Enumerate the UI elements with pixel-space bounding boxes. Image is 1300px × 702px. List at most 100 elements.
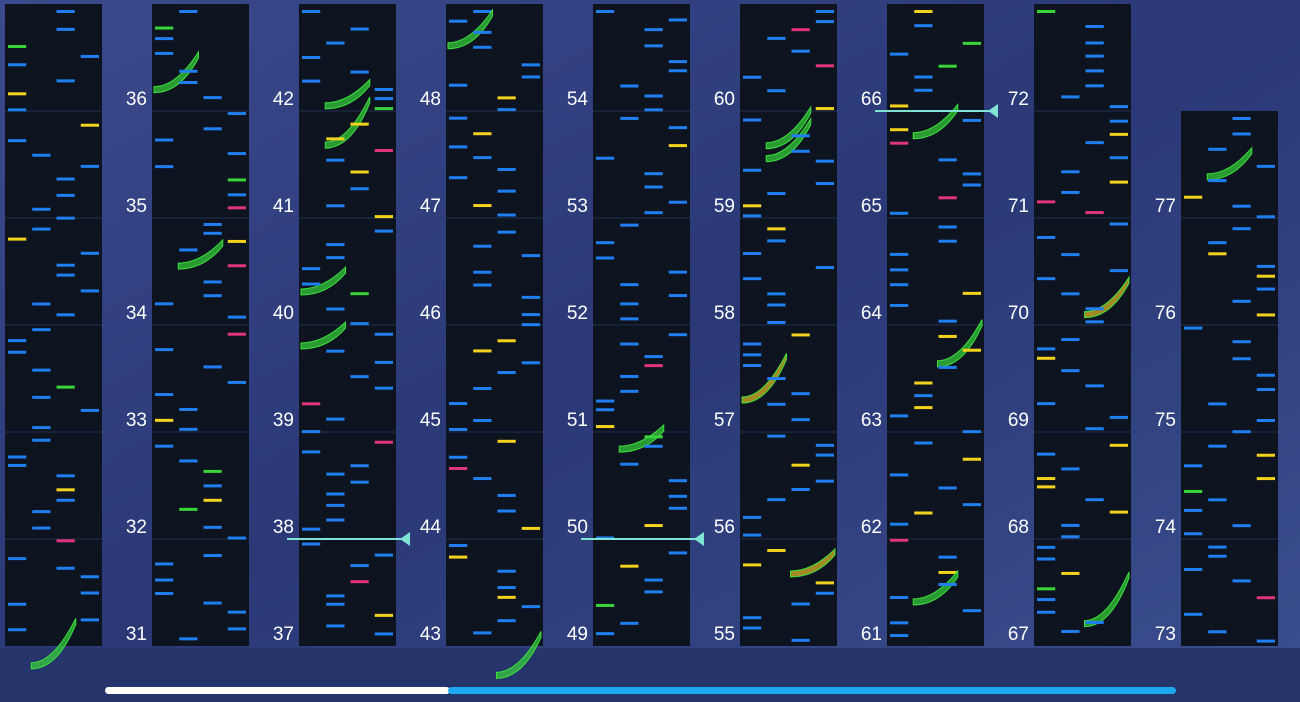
note xyxy=(32,328,51,332)
note xyxy=(890,252,909,256)
note xyxy=(326,307,345,311)
note xyxy=(1085,54,1104,58)
note xyxy=(620,223,639,227)
note xyxy=(227,239,246,243)
slide-note xyxy=(300,320,346,350)
note xyxy=(1085,427,1104,431)
slide-note xyxy=(912,569,959,606)
note xyxy=(80,54,99,58)
note xyxy=(596,10,615,13)
note xyxy=(644,185,663,189)
note xyxy=(1184,567,1203,571)
note xyxy=(203,554,222,558)
note xyxy=(962,457,981,461)
note xyxy=(155,302,174,306)
note xyxy=(1061,190,1080,194)
measure-number: 51 xyxy=(567,410,588,431)
note xyxy=(203,469,222,473)
note xyxy=(8,463,27,467)
note xyxy=(791,28,810,32)
note xyxy=(890,128,909,132)
note xyxy=(1061,535,1080,539)
note xyxy=(914,381,933,385)
note xyxy=(155,138,174,142)
note xyxy=(1232,132,1251,136)
note xyxy=(1208,554,1227,558)
note xyxy=(155,51,174,55)
note xyxy=(1109,443,1128,447)
note xyxy=(155,562,174,566)
note xyxy=(155,592,174,596)
note xyxy=(815,107,834,111)
note xyxy=(668,551,687,555)
note xyxy=(374,613,393,617)
note xyxy=(449,543,468,547)
note xyxy=(914,10,933,13)
note xyxy=(8,108,27,112)
note xyxy=(743,364,762,368)
slide-note xyxy=(153,50,199,94)
note xyxy=(56,10,75,13)
note xyxy=(1037,610,1056,614)
note xyxy=(914,394,933,398)
note xyxy=(155,393,174,397)
note xyxy=(155,444,174,448)
note xyxy=(620,302,639,306)
note xyxy=(8,63,27,67)
note xyxy=(227,178,246,182)
note xyxy=(155,578,174,582)
note xyxy=(620,621,639,625)
note xyxy=(302,55,321,59)
note xyxy=(890,621,909,625)
note xyxy=(815,453,834,457)
note xyxy=(791,488,810,492)
measure-number: 75 xyxy=(1155,410,1176,431)
note xyxy=(449,145,468,149)
note xyxy=(56,263,75,267)
note xyxy=(227,610,246,614)
note xyxy=(8,602,27,606)
note xyxy=(350,170,369,174)
note xyxy=(521,295,540,299)
note xyxy=(449,83,468,87)
note xyxy=(8,350,27,354)
note xyxy=(743,533,762,537)
note xyxy=(449,19,468,23)
note xyxy=(497,569,516,573)
note xyxy=(1232,227,1251,231)
slide-note xyxy=(447,8,493,50)
note xyxy=(80,591,99,595)
note xyxy=(32,227,51,231)
note xyxy=(497,619,516,623)
note xyxy=(302,282,321,286)
note xyxy=(326,602,345,606)
note xyxy=(767,548,786,552)
note xyxy=(473,631,492,635)
note xyxy=(1256,287,1275,291)
note xyxy=(767,192,786,196)
note xyxy=(1061,338,1080,342)
note xyxy=(1184,612,1203,616)
note xyxy=(743,252,762,256)
measure-number: 41 xyxy=(273,196,294,217)
measure-number: 34 xyxy=(126,303,148,324)
note xyxy=(1085,498,1104,502)
note xyxy=(497,96,516,100)
progress-remaining xyxy=(448,687,1176,694)
note xyxy=(620,564,639,568)
note xyxy=(203,231,222,235)
note xyxy=(56,79,75,83)
measure-number: 59 xyxy=(714,196,735,217)
measure-number: 71 xyxy=(1008,196,1029,217)
note xyxy=(815,479,834,483)
note xyxy=(743,118,762,122)
note xyxy=(302,402,321,406)
slide-note xyxy=(496,631,542,679)
note xyxy=(56,177,75,181)
note xyxy=(1061,629,1080,633)
measure-number: 73 xyxy=(1155,624,1176,645)
note xyxy=(767,239,786,243)
note xyxy=(350,375,369,379)
note xyxy=(596,256,615,260)
note xyxy=(767,303,786,307)
